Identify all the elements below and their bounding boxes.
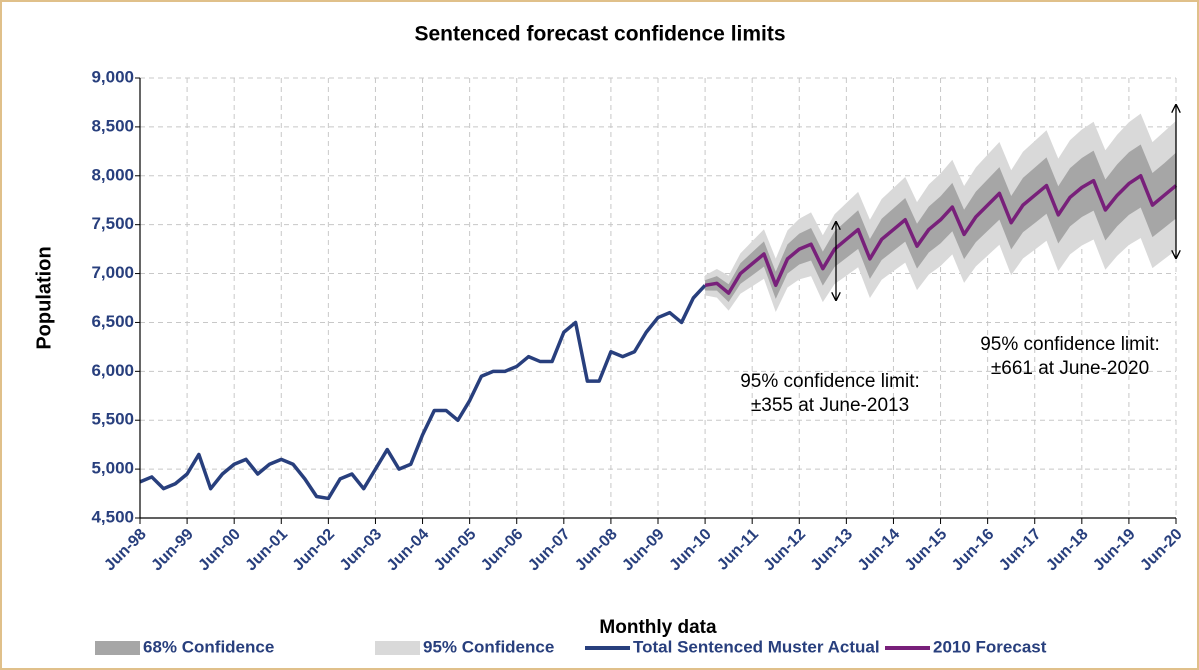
y-tick-label: 7,500 bbox=[91, 214, 134, 233]
y-tick-label: 5,500 bbox=[91, 410, 134, 429]
y-tick-label: 8,500 bbox=[91, 116, 134, 135]
legend-label: 2010 Forecast bbox=[933, 637, 1047, 656]
y-tick-label: 9,000 bbox=[91, 67, 134, 86]
confidence-band bbox=[705, 144, 1176, 303]
legend-label: 95% Confidence bbox=[423, 637, 554, 656]
annotation: 95% confidence limit: ±355 at June-2013 bbox=[740, 371, 920, 416]
annotation: 95% confidence limit: ±661 at June-2020 bbox=[980, 334, 1160, 379]
legend-label: Total Sentenced Muster Actual bbox=[633, 637, 880, 656]
line bbox=[704, 174, 1178, 295]
y-tick-label: 6,500 bbox=[91, 312, 134, 331]
legend-swatch bbox=[375, 641, 420, 655]
chart-title: Sentenced forecast confidence limits bbox=[414, 23, 785, 46]
y-tick-label: 4,500 bbox=[91, 507, 134, 526]
y-tick-label: 5,000 bbox=[91, 459, 134, 478]
legend-label: 68% Confidence bbox=[143, 637, 274, 656]
y-tick-label: 6,000 bbox=[91, 361, 134, 380]
y-tick-label: 7,000 bbox=[91, 263, 134, 282]
line bbox=[139, 284, 707, 501]
y-axis-label: Population bbox=[33, 246, 55, 349]
x-axis-label: Monthly data bbox=[599, 617, 717, 638]
legend-swatch bbox=[95, 641, 140, 655]
y-tick-label: 8,000 bbox=[91, 165, 134, 184]
